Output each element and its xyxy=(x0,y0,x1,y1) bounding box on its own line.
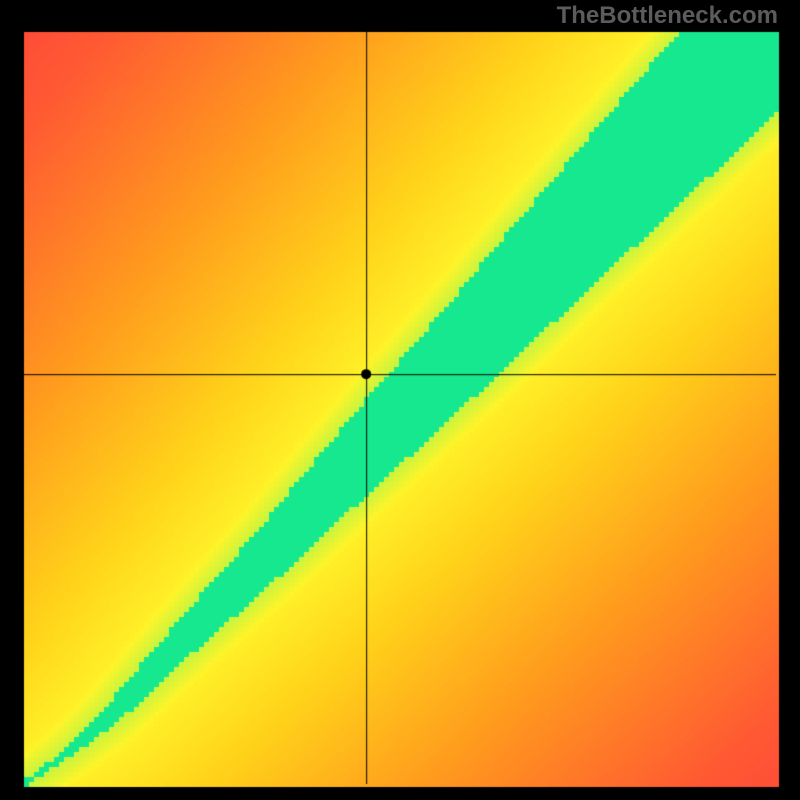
bottleneck-heatmap xyxy=(0,0,800,800)
watermark-text: TheBottleneck.com xyxy=(557,2,778,30)
